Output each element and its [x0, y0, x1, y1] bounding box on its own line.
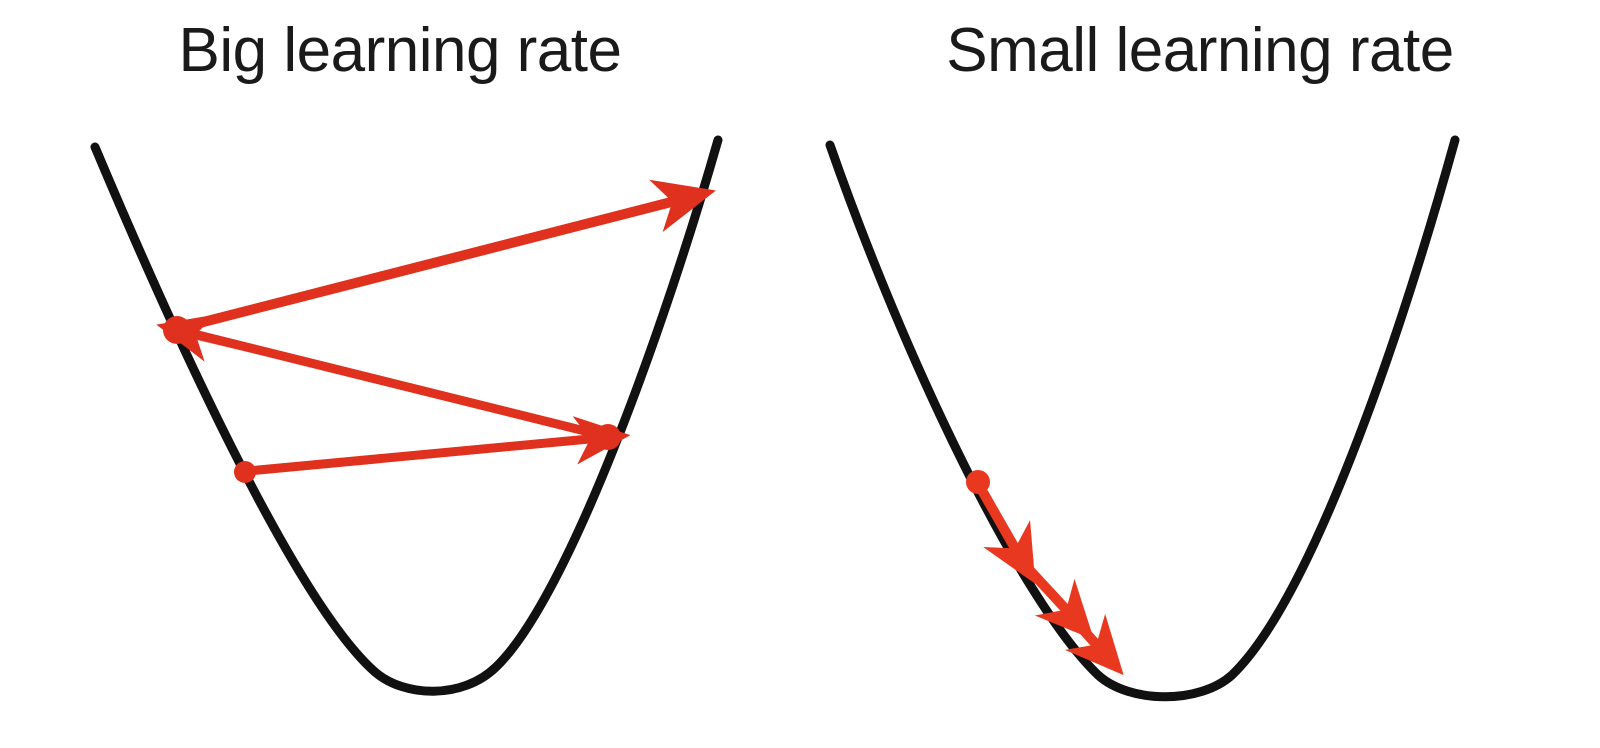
small-learning-rate-plot: [825, 135, 1460, 702]
panel-title-small-learning-rate: Small learning rate: [946, 16, 1454, 85]
iterate-dot-step-1-big: [595, 424, 621, 450]
panel-title-big-learning-rate: Big learning rate: [178, 16, 623, 85]
iterate-dot-step-1-small: [1011, 549, 1033, 571]
arrow-step-2-to-3-small: [1064, 613, 1124, 676]
arrow-step-0-to-1-small: [975, 482, 1036, 584]
big-learning-rate-plot: [90, 135, 723, 696]
iterate-dot-step-0-small: [966, 470, 990, 494]
arrow-step-0-to-1-big: [243, 416, 631, 476]
iterate-dot-step-0-big: [234, 461, 256, 483]
panel-small-learning-rate: Small learning rate: [800, 0, 1600, 748]
iterate-dot-step-2-small: [1064, 609, 1086, 631]
arrow-step-1-to-2-small: [1019, 559, 1095, 640]
panel-big-learning-rate: Big learning rate: [90, 17, 723, 696]
loss-curve-small: [825, 135, 1460, 702]
arrow-step-1-to-2-big: [156, 314, 610, 441]
iterate-dot-step-2-big: [163, 316, 191, 344]
arrow-step-2-to-3-big: [175, 179, 716, 333]
loss-curve-big: [90, 135, 723, 696]
